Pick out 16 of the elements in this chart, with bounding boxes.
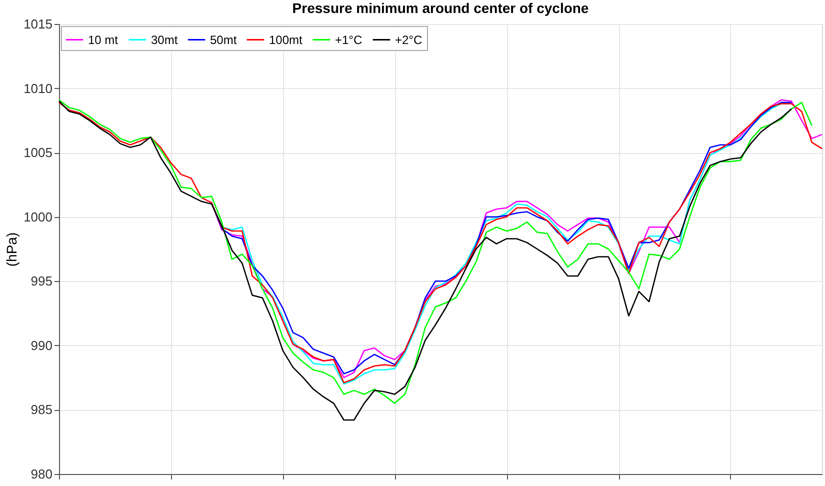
y-tick-label: 1005 <box>24 145 52 160</box>
y-tick-label: 1015 <box>24 16 52 32</box>
y-tick-label: 1000 <box>24 209 52 224</box>
legend-label: 10 mt <box>88 32 119 47</box>
y-tick-label: 980 <box>30 466 52 482</box>
y-axis-title: (hPa) <box>4 232 20 267</box>
y-tick-label: 1010 <box>24 80 52 96</box>
legend-label: 50mt <box>210 32 238 47</box>
chart-title: Pressure minimum around center of cyclone <box>292 0 589 16</box>
y-tick-label: 995 <box>30 274 52 289</box>
legend-label: +1°C <box>335 32 362 47</box>
y-tick-label: 985 <box>30 402 52 418</box>
legend-label: 100mt <box>269 32 304 47</box>
legend-label: 30mt <box>151 32 178 47</box>
y-tick-label: 990 <box>30 338 52 353</box>
legend-label: +2°C <box>395 32 422 47</box>
